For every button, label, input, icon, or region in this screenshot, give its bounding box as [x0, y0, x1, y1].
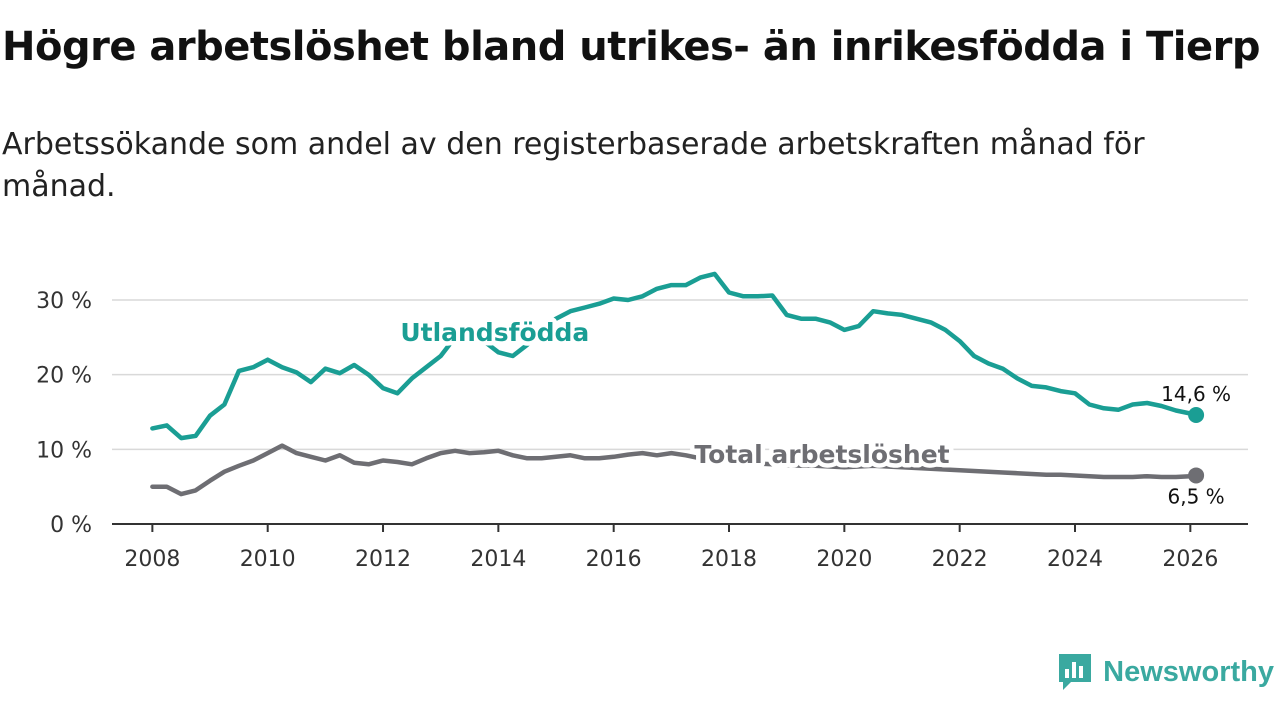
series-annotation: Total arbetslöshet: [694, 440, 949, 469]
series-endpoints: 14,6 % 6,5 %: [1161, 382, 1231, 508]
x-tick-label: 2020: [816, 547, 872, 572]
page-subtitle: Arbetssökande som andel av den registerb…: [2, 127, 1145, 204]
series-line: [150, 443, 1199, 497]
newsworthy-logo-icon: [1059, 654, 1092, 690]
series-end-label: 14,6 %: [1161, 382, 1231, 406]
x-tick-label: 2018: [701, 547, 757, 572]
series-end-point: [1188, 406, 1205, 423]
series-annotations: Utlandsfödda Total arbetslöshet: [396, 314, 954, 474]
series-line: [150, 271, 1199, 441]
x-tick-label: 2022: [932, 547, 988, 572]
x-tick-label: 2024: [1047, 547, 1103, 572]
y-tick-label: 0 %: [50, 513, 92, 538]
x-axis: 2008 2010 2012 2014 2016 2018 2020 2022 2024 2026: [112, 523, 1248, 572]
x-tick-label: 2026: [1162, 547, 1218, 572]
x-tick-label: 2008: [124, 547, 180, 572]
x-tick-label: 2012: [355, 547, 411, 572]
y-tick-label: 20 %: [36, 364, 92, 389]
series-annotation: Utlandsfödda: [400, 318, 589, 347]
x-tick-label: 2016: [586, 547, 642, 572]
page-title: Högre arbetslöshet bland utrikes- än inr…: [2, 24, 1261, 70]
y-axis-ticks: 0 % 10 % 20 % 30 %: [36, 289, 92, 538]
grid-lines: [112, 299, 1248, 451]
y-tick-label: 30 %: [36, 289, 92, 314]
series-lines: [150, 271, 1199, 497]
brand-name: Newsworthy: [1103, 655, 1274, 688]
x-tick-label: 2014: [470, 547, 526, 572]
y-tick-label: 10 %: [36, 438, 92, 463]
series-end-label: 6,5 %: [1168, 484, 1225, 508]
brand-logo: Newsworthy: [1057, 652, 1274, 692]
x-tick-label: 2010: [240, 547, 296, 572]
series-end-point: [1188, 467, 1205, 484]
